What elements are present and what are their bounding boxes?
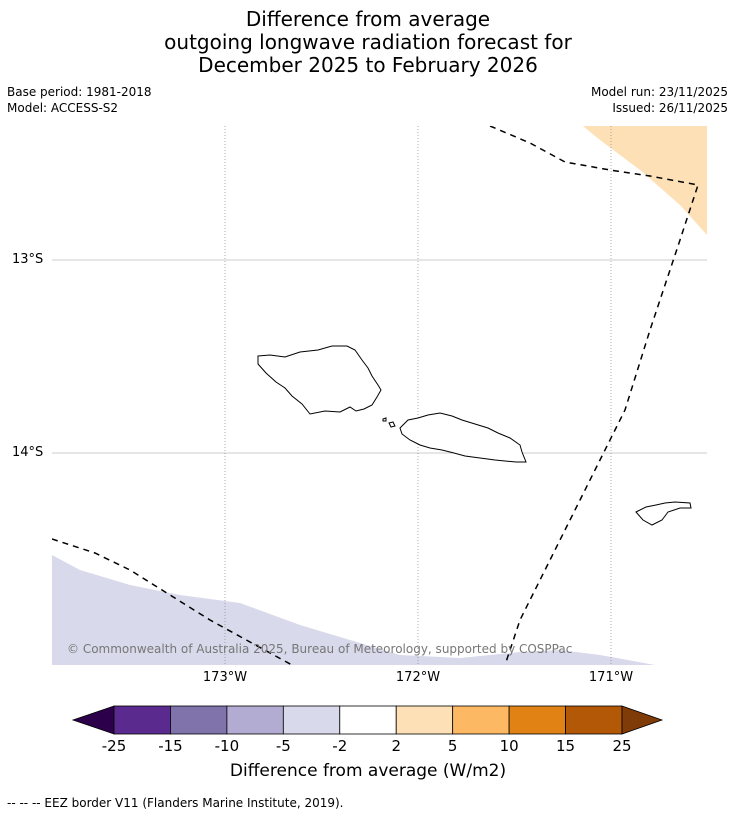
colorbar-arrow-high bbox=[621, 705, 664, 735]
issued-date: Issued: 26/11/2025 bbox=[612, 101, 728, 115]
savaii-island bbox=[257, 345, 382, 415]
colorbar-cell bbox=[508, 705, 566, 735]
lon-label-173w: 173°W bbox=[202, 670, 248, 685]
colorbar-label: Difference from average (W/m2) bbox=[229, 761, 507, 781]
lon-label-171w: 171°W bbox=[588, 670, 634, 685]
eez-border-southwest bbox=[52, 538, 293, 665]
colorbar-cell bbox=[113, 705, 171, 735]
islet-apolima bbox=[382, 417, 387, 422]
tutuila-island bbox=[635, 501, 692, 526]
colorbar-tick-label: -2 bbox=[332, 737, 348, 755]
colorbar-cell bbox=[565, 705, 623, 735]
title-line-1: Difference from average bbox=[245, 7, 491, 31]
colorbar-cell bbox=[452, 705, 510, 735]
colorbar-arrow-low bbox=[71, 705, 115, 735]
colorbar-cell bbox=[339, 705, 397, 735]
colorbar-tick-label: 5 bbox=[447, 737, 458, 755]
colorbar-tick-label: -25 bbox=[101, 737, 127, 755]
meta-right: Model run: 23/11/2025 Issued: 26/11/2025 bbox=[591, 84, 728, 116]
colorbar-cell bbox=[395, 705, 454, 735]
base-period: Base period: 1981-2018 bbox=[7, 85, 152, 99]
colorbar bbox=[71, 705, 664, 735]
colorbar-tick-label: -15 bbox=[158, 737, 183, 755]
islet-manono bbox=[388, 421, 396, 428]
upolu-island bbox=[399, 412, 527, 463]
colorbar-cell bbox=[170, 705, 228, 735]
colorbar-tick-label: 25 bbox=[612, 737, 632, 755]
colorbar-cell bbox=[226, 705, 284, 735]
colorbar-tick-label: 10 bbox=[499, 737, 519, 755]
colorbar-tick-label: -10 bbox=[214, 737, 240, 755]
title-line-3: December 2025 to February 2026 bbox=[198, 53, 538, 77]
model-run: Model run: 23/11/2025 bbox=[590, 85, 728, 99]
lat-label-14s: 14°S bbox=[12, 445, 44, 460]
meta-left: Base period: 1981-2018 Model: ACCESS-S2 bbox=[7, 84, 152, 116]
colorbar-tick-label: 15 bbox=[556, 737, 576, 755]
lon-label-172w: 172°W bbox=[395, 670, 441, 685]
colorbar-cell bbox=[282, 705, 341, 735]
positive-anomaly-region bbox=[583, 126, 707, 235]
copyright-notice: © Commonwealth of Australia 2025, Bureau… bbox=[67, 642, 573, 656]
lat-label-13s: 13°S bbox=[12, 252, 44, 267]
negative-anomaly-region bbox=[52, 555, 655, 665]
model-name: Model: ACCESS-S2 bbox=[7, 101, 119, 115]
title-line-2: outgoing longwave radiation forecast for bbox=[164, 30, 572, 54]
chart-title: Difference from average outgoing longwav… bbox=[0, 8, 736, 77]
eez-footnote: -- -- -- EEZ border V11 (Flanders Marine… bbox=[7, 796, 344, 810]
colorbar-tick-label: 2 bbox=[391, 737, 401, 755]
colorbar-tick-label: -5 bbox=[275, 737, 291, 755]
eez-border-north bbox=[489, 126, 699, 665]
